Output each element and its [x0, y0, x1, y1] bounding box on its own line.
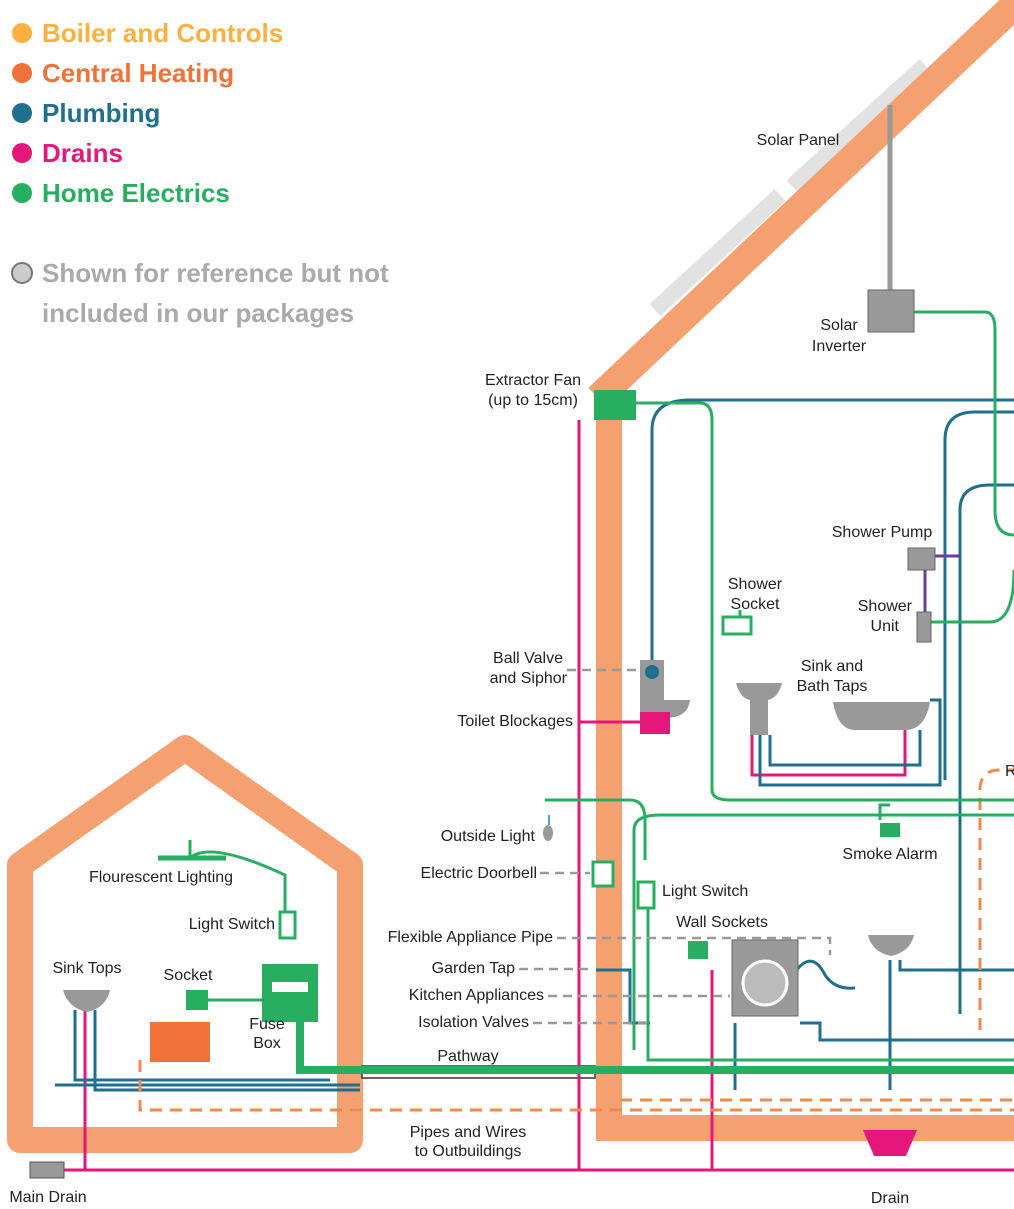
label: Ball Valve	[493, 650, 563, 667]
label: Pipes and Wires	[410, 1124, 527, 1141]
label: Smoke Alarm	[842, 846, 937, 863]
label: Shower	[728, 576, 783, 593]
label: Wall Sockets	[676, 914, 768, 931]
label: to Outbuildings	[415, 1143, 522, 1160]
label: Electric Doorbell	[421, 865, 537, 882]
label: Flexible Appliance Pipe	[388, 929, 554, 946]
legend-item: Home Electrics	[42, 178, 230, 208]
label: Toilet Blockages	[457, 713, 573, 730]
label: Garden Tap	[432, 960, 515, 977]
label: Sink Tops	[52, 960, 121, 977]
label: Socket	[731, 596, 780, 613]
label: Sink and	[801, 658, 863, 675]
legend-item: Drains	[42, 138, 123, 168]
legend-item: Plumbing	[42, 98, 160, 128]
diagram: Boiler and Controls Central Heating Plum…	[0, 0, 1014, 1209]
label: Bath Taps	[797, 678, 868, 695]
label: Drain	[871, 1190, 909, 1207]
label: Light Switch	[189, 916, 275, 933]
label: Solar Panel	[757, 132, 840, 149]
label: R	[1005, 763, 1014, 780]
label: Pathway	[437, 1048, 498, 1065]
label: Shower Pump	[832, 524, 933, 541]
label: Kitchen Appliances	[409, 987, 544, 1004]
legend-note: Shown for reference but not	[42, 258, 389, 288]
label: Unit	[871, 618, 900, 635]
label: Box	[253, 1035, 281, 1052]
label: Outside Light	[441, 828, 536, 845]
label: Shower	[858, 598, 913, 615]
legend-note: included in our packages	[42, 298, 354, 328]
label: Main Drain	[9, 1189, 86, 1206]
legend: Boiler and Controls Central Heating Plum…	[12, 18, 389, 328]
label: Isolation Valves	[418, 1014, 529, 1031]
label: Extractor Fan	[485, 372, 581, 389]
label: (up to 15cm)	[488, 392, 578, 409]
label: Solar	[820, 317, 858, 334]
label: and Siphor	[490, 670, 568, 687]
legend-item: Central Heating	[42, 58, 234, 88]
legend-item: Boiler and Controls	[42, 18, 283, 48]
label: Fuse	[249, 1016, 285, 1033]
label: Flourescent Lighting	[89, 869, 233, 886]
label: Light Switch	[662, 883, 748, 900]
label: Inverter	[812, 338, 867, 355]
label: Socket	[164, 967, 213, 984]
